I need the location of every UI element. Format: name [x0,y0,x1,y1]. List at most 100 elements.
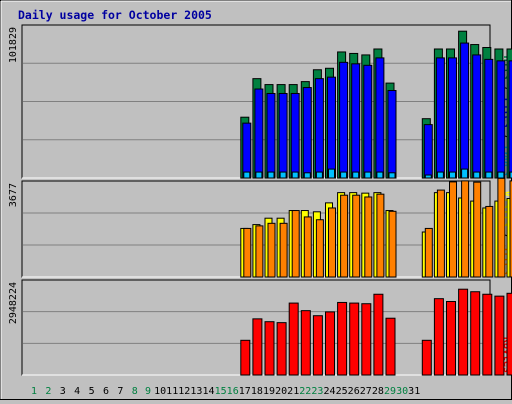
bar-kbytes-day-21 [385,317,396,376]
x-tick-label-day-16: 16 [227,386,239,397]
x-tick-label-day-5: 5 [89,386,95,397]
bar-files-day-9 [242,122,252,179]
bar-pages-day-16 [328,168,335,179]
bar-sites-day-26 [449,181,457,278]
bar-sites-day-30 [497,177,506,278]
bar-files-day-12 [278,92,288,179]
x-tick-label-day-25: 25 [336,386,348,397]
bar-pages-day-15 [315,171,323,179]
bar-kbytes-day-10 [252,318,263,376]
bar-files-day-15 [314,78,324,179]
bar-kbytes-day-27 [458,288,469,376]
bar-sites-day-14 [303,216,312,278]
bar-files-day-29 [484,58,494,179]
bar-pages-day-18 [352,171,360,179]
bar-pages-day-26 [449,171,456,179]
x-tick-label-day-18: 18 [251,386,263,397]
x-tick-label-day-8: 8 [132,386,138,397]
bar-kbytes-day-19 [361,303,372,376]
bar-pages-day-17 [340,171,348,179]
bar-files-day-20 [375,57,385,179]
bar-sites-day-27 [461,180,470,278]
bar-pages-day-12 [279,171,287,179]
x-tick-label-day-4: 4 [74,386,80,397]
x-tick-label-day-26: 26 [348,386,360,397]
chart-title: Daily usage for October 2005 [18,8,212,22]
x-tick-label-day-7: 7 [117,386,123,397]
x-tick-label-day-31: 31 [408,386,420,397]
bar-pages-day-27 [461,168,469,179]
bar-files-day-26 [448,57,457,179]
bar-kbytes-day-28 [470,291,481,376]
x-tick-label-day-9: 9 [145,386,151,397]
x-tick-label-day-14: 14 [202,386,214,397]
bar-pages-day-10 [255,171,263,179]
x-tick-label-day-30: 30 [396,386,408,397]
bar-kbytes-day-9 [240,339,251,376]
bar-pages-day-25 [436,171,444,179]
bar-files-day-27 [460,42,470,179]
y-max-label: 2948224 [8,282,19,324]
x-tick-label-day-2: 2 [45,386,51,397]
bar-sites-day-19 [364,196,373,278]
bar-files-day-28 [472,54,482,179]
x-tick-label-day-10: 10 [154,386,166,397]
x-tick-label-day-19: 19 [263,386,275,397]
bar-files-day-25 [435,57,445,179]
bar-files-day-11 [266,92,276,179]
x-tick-label-day-17: 17 [239,386,251,397]
bar-kbytes-day-11 [264,321,275,376]
y-max-label: 3677 [8,183,19,207]
bar-pages-day-28 [473,171,481,179]
x-tick-label-day-23: 23 [311,386,323,397]
x-tick-label-day-12: 12 [178,386,190,397]
bar-sites-day-17 [340,194,349,278]
bar-pages-day-20 [376,171,384,179]
bar-sites-day-16 [328,207,336,278]
x-tick-label-day-24: 24 [323,386,335,397]
bar-kbytes-day-17 [337,301,348,376]
bar-sites-day-31 [509,180,512,278]
bar-files-day-13 [290,92,300,179]
bar-kbytes-day-16 [325,311,335,376]
bar-pages-day-19 [364,171,372,179]
bar-pages-day-11 [267,171,275,179]
bar-pages-day-21 [388,172,396,179]
bar-pages-day-30 [497,171,505,179]
bar-kbytes-day-20 [373,293,384,376]
bar-sites-day-20 [376,193,385,278]
bar-sites-day-13 [291,210,300,278]
bar-files-day-30 [496,60,506,179]
bar-sites-day-28 [473,181,482,278]
bar-files-day-31 [508,60,512,179]
x-tick-label-day-6: 6 [103,386,109,397]
bar-kbytes-day-31 [506,292,512,376]
y-max-label: 101829 [8,27,19,63]
bar-kbytes-day-18 [349,302,360,376]
bar-kbytes-day-12 [276,322,287,376]
bar-kbytes-day-25 [433,298,444,376]
bar-pages-day-24 [424,174,432,179]
bar-sites-day-21 [388,210,397,278]
x-tick-label-day-21: 21 [287,386,299,397]
bar-sites-day-25 [436,189,445,278]
bar-files-day-18 [351,63,361,179]
x-tick-label-day-13: 13 [190,386,202,397]
bar-pages-day-29 [485,171,493,179]
x-tick-label-day-11: 11 [166,386,178,397]
bar-sites-day-18 [352,194,361,278]
bar-sites-day-9 [243,227,252,278]
bar-sites-day-12 [279,222,288,278]
x-tick-label-day-22: 22 [299,386,311,397]
bar-pages-day-9 [243,171,251,179]
bar-pages-day-13 [291,171,299,179]
x-tick-label-day-1: 1 [31,386,37,397]
bar-files-day-19 [363,64,373,179]
bar-files-day-14 [302,87,312,179]
bar-files-day-24 [423,124,433,179]
bar-sites-day-24 [424,227,433,278]
bar-pages-day-14 [303,172,311,179]
bar-kbytes-day-30 [494,295,505,376]
